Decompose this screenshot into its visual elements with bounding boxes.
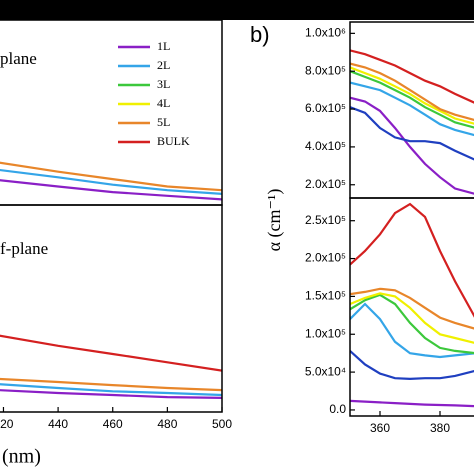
series-line [0,168,222,195]
y-tick-label: 6.0x10⁵ [305,101,346,115]
series-line [350,62,474,121]
legend-label: 3L [157,77,170,91]
plot-area [350,49,474,195]
legend-label: BULK [157,134,190,148]
series-line [350,96,474,195]
x-tick-label: 500 [212,417,232,431]
legend-label: 1L [157,39,170,53]
axes-frame [0,19,223,206]
plot-area [350,202,474,408]
series-line [350,350,474,381]
series-line [350,293,474,355]
y-axis-label: α (cm⁻¹) [264,189,285,252]
series-line [0,334,222,372]
legend-label: 2L [157,58,170,72]
x-tick-label: 420 [0,417,14,431]
series-line [350,49,474,104]
y-tick-label: 0.0 [329,402,346,416]
x-axis-label: (nm) [2,446,41,468]
top-band [0,0,474,20]
x-tick-label: 460 [103,417,123,431]
plot-area [0,161,222,201]
series-line [350,292,474,344]
axes-frame [349,197,474,417]
series-line [350,70,474,129]
x-tick-label: 440 [48,417,68,431]
x-tick-label: 480 [157,417,177,431]
series-line [350,399,474,408]
y-tick-label: 1.0x10⁵ [305,326,346,340]
series-line [350,202,474,318]
x-tick-label: 360 [370,421,390,435]
series-line [350,81,474,137]
series-line [350,302,474,359]
y-tick-label: 5.0x10⁴ [305,364,346,378]
y-tick-label: 4.0x10⁵ [305,139,346,153]
series-line [0,389,222,399]
series-line [350,66,474,125]
series-line [0,161,222,192]
axes-frame [349,21,474,199]
y-tick-label: 2.0x10⁵ [305,251,346,265]
series-line [0,377,222,392]
y-tick-label: 2.5x10⁵ [305,213,346,227]
panel-annotation: f-plane [0,239,48,258]
series-line [350,287,474,330]
series-line [350,106,474,161]
y-tick-label: 2.0x10⁵ [305,177,346,191]
y-tick-label: 1.5x10⁵ [305,289,346,303]
x-tick-label: 380 [430,421,450,435]
y-tick-label: 1.0x10⁶ [305,26,346,40]
panel-annotation: plane [0,49,37,68]
panel-label: b) [250,22,270,47]
series-line [0,179,222,201]
legend-label: 5L [157,115,170,129]
series-line [0,383,222,397]
axes-frame [0,204,223,413]
y-tick-label: 8.0x10⁵ [305,63,346,77]
legend-label: 4L [157,96,170,110]
plot-area [0,334,222,399]
